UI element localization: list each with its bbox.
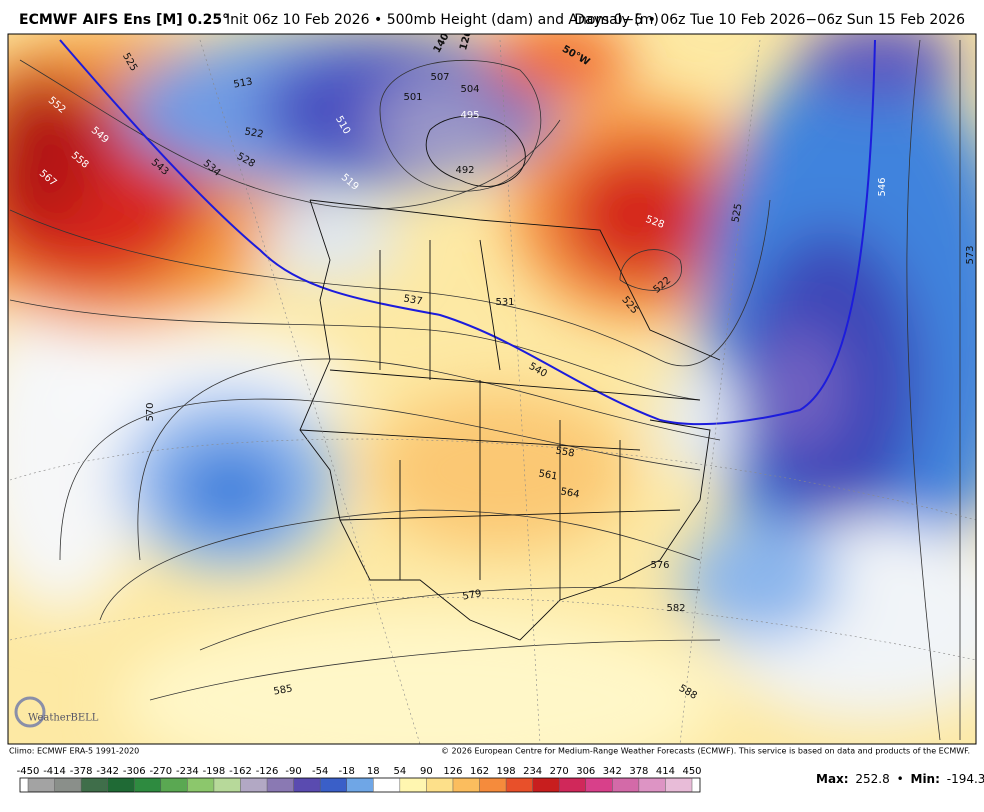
graticule [9, 39, 976, 744]
colorbar-swatch [506, 778, 533, 792]
contour-label: 576 [650, 560, 669, 571]
contour-label: 564 [560, 486, 581, 500]
colorbar: -450 -414 -378 -342 -306 -270 -234 -198 -162 -126… [17, 766, 702, 793]
separator: • [897, 772, 904, 786]
boundaries [299, 115, 721, 641]
colorbar-tick-label: -90 [285, 766, 301, 777]
colorbar-swatch [638, 778, 666, 792]
colorbar-swatch [267, 778, 294, 792]
colorbar-swatch [426, 778, 453, 792]
colorbar-swatch [532, 778, 560, 792]
contour-label: 522 [244, 126, 265, 140]
anomaly-field [8, 34, 976, 744]
stats: Max: 252.8 • Min: -194.3 [816, 772, 984, 786]
colorbar-tick-label: -54 [312, 766, 328, 777]
colorbar-tick-label: 270 [550, 766, 569, 777]
colorbar-tick-label: 162 [470, 766, 489, 777]
colorbar-swatch [81, 778, 108, 792]
contour-label: 585 [273, 683, 294, 697]
colorbar-swatch [479, 778, 507, 792]
colorbar-tick-label: -414 [43, 766, 66, 777]
colorbar-swatch [160, 778, 188, 792]
climo-note: Climo: ECMWF ERA-5 1991-2020 [9, 747, 139, 756]
colorbar-tick-label: -126 [256, 766, 279, 777]
colorbar-swatch [28, 778, 55, 792]
min-label: Min: [911, 772, 940, 786]
colorbar-swatch [107, 778, 135, 792]
logo-text: WeatherBELL [28, 713, 99, 724]
contour-label: 582 [666, 603, 685, 614]
max-value: 252.8 [855, 772, 889, 786]
colorbar-swatch [134, 778, 161, 792]
colorbar-tick-label: 414 [656, 766, 675, 777]
contour-label: 561 [538, 468, 559, 482]
colorbar-swatch [240, 778, 268, 792]
colorbar-tick-label: -306 [123, 766, 146, 777]
colorbar-tick-label: -450 [17, 766, 40, 777]
colorbar-tick-label: -342 [96, 766, 119, 777]
contour-label: 573 [965, 245, 976, 264]
colorbar-swatch [373, 778, 400, 792]
colorbar-tick-label: 450 [682, 766, 701, 777]
colorbar-swatch [612, 778, 639, 792]
map-frame [7, 33, 977, 745]
colorbar-swatch [54, 778, 82, 792]
max-label: Max: [816, 772, 849, 786]
logo: WeatherBELL [14, 696, 99, 728]
contour-label: 537 [403, 293, 424, 307]
contour-label: 531 [495, 297, 514, 308]
colorbar-tick-label: 378 [629, 766, 648, 777]
colorbar-swatch [213, 778, 241, 792]
colorbar-tick-label: 90 [420, 766, 433, 777]
colorbar-tick-label: -234 [176, 766, 199, 777]
colorbar-swatch [399, 778, 427, 792]
colorbar-swatch [187, 778, 214, 792]
colorbar-tick-label: -378 [70, 766, 93, 777]
contour-label: 504 [460, 84, 479, 95]
colorbar-tick-label: -18 [339, 766, 355, 777]
colorbar-tick-label: 306 [576, 766, 595, 777]
colorbar-swatch [585, 778, 613, 792]
colorbar-tick-label: 126 [443, 766, 462, 777]
colorbar-swatch [320, 778, 347, 792]
colorbar-tick-label: 234 [523, 766, 542, 777]
colorbar-frame [19, 777, 701, 793]
colorbar-tick-label: -162 [229, 766, 252, 777]
colorbar-swatch [452, 778, 480, 792]
copyright: © 2026 European Centre for Medium-Range … [441, 747, 970, 756]
contour-label: 495 [460, 110, 479, 121]
contour-label: 525 [730, 203, 744, 224]
colorbar-swatch [559, 778, 586, 792]
colorbar-tick-label: -198 [203, 766, 226, 777]
contour-label: 507 [430, 72, 449, 83]
contour-label: 570 [145, 402, 156, 421]
height-contours [9, 39, 961, 741]
colorbar-tick-label: -270 [149, 766, 172, 777]
contour-label: 558 [555, 445, 576, 459]
title: ECMWF AIFS Ens [M] 0.25° [19, 12, 229, 28]
colorbar-swatch [665, 778, 692, 792]
contour-label: 501 [403, 92, 422, 103]
colorbar-tick-label: 54 [393, 766, 406, 777]
valid-time: Days 0−5 • 06z Tue 10 Feb 2026−06z Sun 1… [574, 12, 965, 28]
contour-label: 513 [233, 76, 254, 90]
colorbar-tick-label: 198 [497, 766, 516, 777]
colorbar-tick-label: 342 [603, 766, 622, 777]
subtitle: Init 06z 10 Feb 2026 • 500mb Height (dam… [226, 12, 659, 28]
contour-label: 579 [462, 588, 483, 602]
colorbar-swatch [346, 778, 374, 792]
contour-label: 492 [455, 165, 474, 176]
colorbar-swatch [293, 778, 321, 792]
contour-label: 546 [877, 177, 888, 196]
min-value: -194.3 [947, 772, 984, 786]
colorbar-tick-label: 18 [367, 766, 380, 777]
climatology-contour [59, 39, 876, 426]
